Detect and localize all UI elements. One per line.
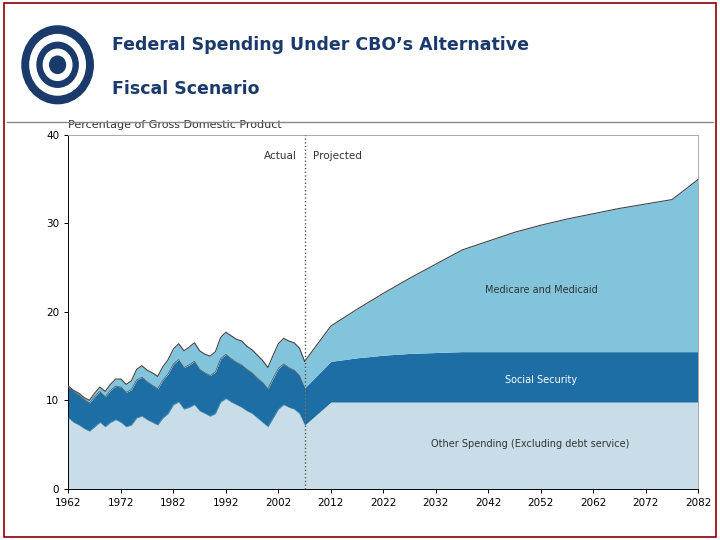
Text: Social Security: Social Security (505, 375, 577, 385)
Text: Other Spending (Excluding debt service): Other Spending (Excluding debt service) (431, 440, 629, 449)
Text: Fiscal Scenario: Fiscal Scenario (112, 80, 259, 98)
Text: Percentage of Gross Domestic Product: Percentage of Gross Domestic Product (68, 120, 282, 130)
Circle shape (43, 49, 72, 80)
Circle shape (22, 26, 94, 104)
Circle shape (37, 42, 78, 87)
Circle shape (30, 35, 85, 95)
Circle shape (50, 56, 66, 73)
Text: Medicare and Medicaid: Medicare and Medicaid (485, 285, 598, 295)
Text: Projected: Projected (312, 151, 361, 161)
Text: Federal Spending Under CBO’s Alternative: Federal Spending Under CBO’s Alternative (112, 36, 528, 55)
Text: Actual: Actual (264, 151, 297, 161)
